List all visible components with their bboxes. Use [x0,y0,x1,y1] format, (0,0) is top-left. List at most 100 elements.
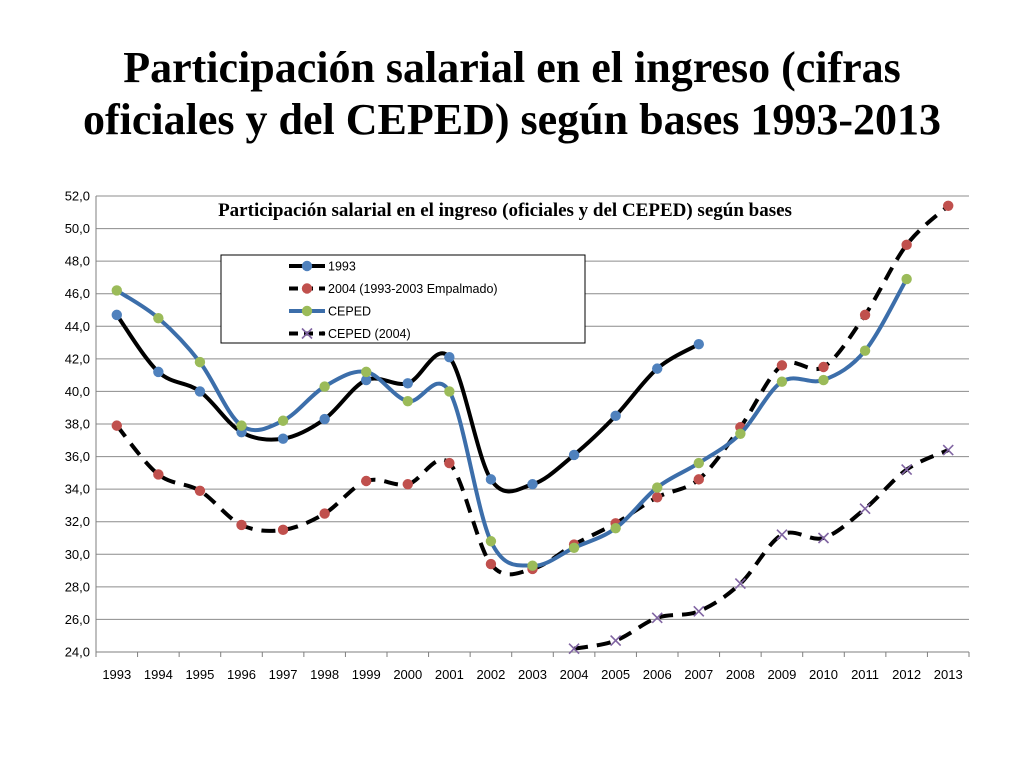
x-tick-label: 1994 [144,667,173,682]
data-point [568,542,580,553]
series-line [114,312,701,494]
legend-label: CEPED [328,305,371,319]
series-line [573,448,950,651]
x-tick-label: 2010 [809,667,838,682]
data-point [776,529,788,541]
data-point [361,366,372,378]
x-tick-label: 2000 [393,667,422,682]
data-point [776,376,788,387]
y-tick-label: 44,0 [65,319,90,334]
data-point [942,444,954,456]
x-tick-label: 2004 [560,667,589,682]
data-point [859,309,871,321]
x-tick-label: 1997 [269,667,298,682]
y-tick-label: 26,0 [65,612,90,627]
y-tick-label: 38,0 [65,417,90,432]
x-tick-label: 1995 [185,667,214,682]
x-tick-label: 2012 [892,667,921,682]
slide-title-line-2: oficiales y del CEPED) según bases 1993-… [83,95,941,144]
x-tick-label: 2013 [934,667,963,682]
data-point [568,643,580,655]
data-point [153,312,164,324]
data-point [859,345,871,356]
data-point [652,482,663,493]
data-point [402,396,413,407]
legend-item: CEPED [289,305,371,319]
legend-label: 1993 [328,260,356,274]
data-point [652,492,663,503]
data-point [111,309,122,321]
data-point [735,428,746,439]
legend-swatch-marker [301,327,313,340]
legend-swatch-marker [301,283,313,294]
legend-label: 2004 (1993-2003 Empalmado) [328,282,498,296]
data-point [277,433,289,444]
data-point [901,273,912,285]
legend: 1993 2004 (1993-2003 Empalmado) CEPED CEPED… [220,254,586,344]
x-tick-label: 2009 [767,667,796,682]
legend-item: 1993 [289,260,356,274]
data-point [277,524,289,536]
x-tick-label: 2006 [643,667,672,682]
y-tick-label: 32,0 [65,514,90,529]
data-point [194,386,206,397]
data-point [693,474,704,485]
data-point [693,339,704,350]
data-point [485,536,497,547]
data-point [444,352,455,363]
legend-item: 2004 (1993-2003 Empalmado) [289,282,498,296]
data-point [859,503,871,515]
y-tick-label: 30,0 [65,547,90,562]
x-tick-label: 2005 [601,667,630,682]
legend-label: CEPED (2004) [328,327,411,341]
data-point [818,374,829,386]
slide-title: Participación salarial en el ingreso (ci… [0,42,1024,146]
series-3 [111,273,912,571]
data-point [527,560,538,571]
x-tick-label: 1999 [352,667,381,682]
y-tick-label: 28,0 [65,579,90,594]
data-point [402,479,413,490]
data-point [444,386,455,397]
data-point [652,363,663,374]
legend-swatch-marker [301,305,313,317]
data-point [693,457,704,469]
data-point [402,378,413,389]
legend-box [220,254,586,344]
data-point [901,239,912,251]
data-point [776,360,788,371]
x-tick-label: 1993 [102,667,131,682]
y-tick-label: 42,0 [65,351,90,366]
x-tick-label: 2008 [726,667,755,682]
data-point [319,413,330,425]
data-point [319,381,330,392]
legend-swatch-dot [320,331,326,336]
data-point [568,449,580,461]
data-point [693,605,705,617]
x-tick-label: 2007 [684,667,713,682]
data-point [319,508,330,519]
x-tick-label: 2001 [435,667,464,682]
data-point [111,420,122,431]
legend-swatch-marker [301,260,313,272]
data-point [651,612,663,624]
chart-title: Participación salarial en el ingreso (of… [218,200,792,221]
data-point [236,519,247,531]
data-point [485,474,497,485]
data-point [818,361,829,373]
data-point [194,485,206,496]
y-tick-label: 40,0 [65,384,90,399]
slide-title-line-1: Participación salarial en el ingreso (ci… [123,43,901,92]
data-point [485,558,497,570]
y-tick-label: 46,0 [65,286,90,301]
series-1 [111,309,704,494]
data-point [111,285,122,296]
data-point [610,410,621,422]
y-tick-label: 48,0 [65,254,90,269]
x-tick-label: 1996 [227,667,256,682]
x-tick-label: 2011 [851,667,879,682]
data-point [901,464,913,476]
y-tick-label: 36,0 [65,449,90,464]
data-point [153,366,164,378]
